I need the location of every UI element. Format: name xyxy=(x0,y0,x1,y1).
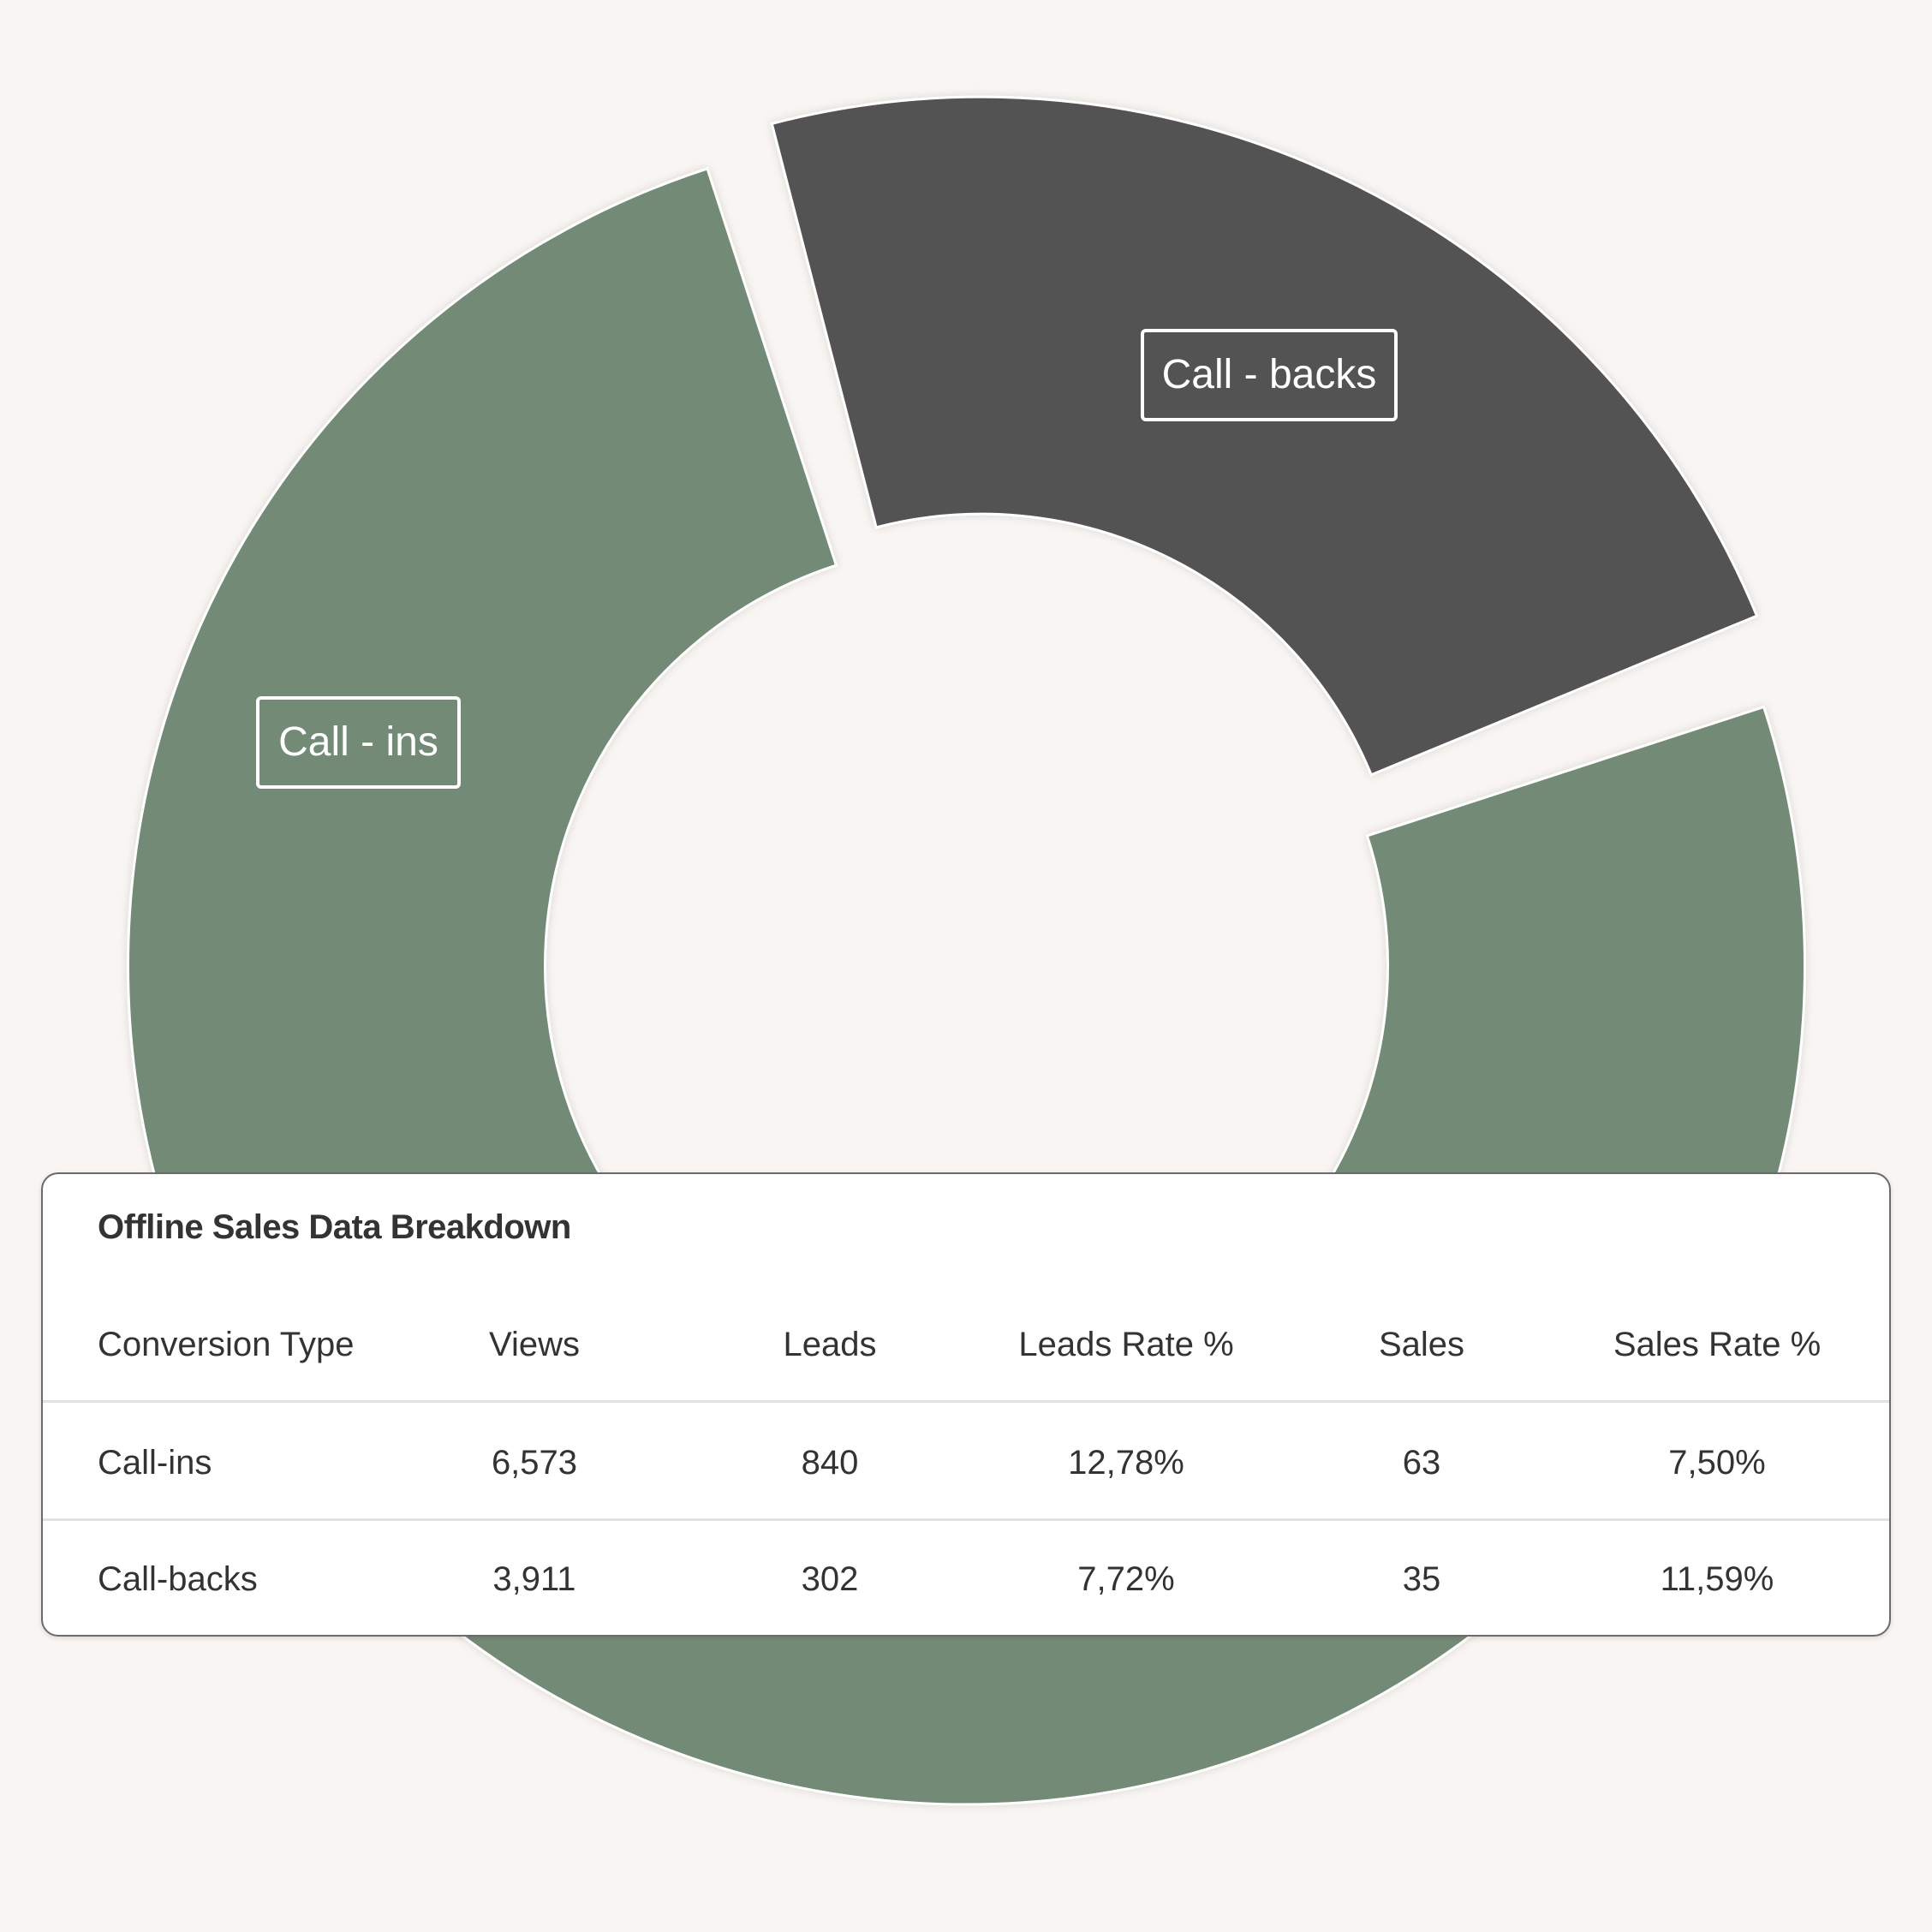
call-ins-label: Call - ins xyxy=(256,696,461,789)
cell-leads: 840 xyxy=(801,1444,859,1482)
header-sales: Sales xyxy=(1378,1326,1465,1363)
cell-sales-rate: 11,59% xyxy=(1660,1560,1774,1598)
cell-views: 6,573 xyxy=(491,1444,578,1482)
cell-sales: 35 xyxy=(1402,1560,1441,1598)
call-backs-label: Call - backs xyxy=(1141,329,1398,421)
cell-conversion-type: Call-ins xyxy=(98,1444,212,1482)
header-leads: Leads xyxy=(783,1326,877,1363)
header-leads-rate: Leads Rate % xyxy=(1018,1326,1234,1363)
cell-conversion-type: Call-backs xyxy=(98,1560,258,1598)
cell-sales-rate: 7,50% xyxy=(1668,1444,1766,1482)
header-views: Views xyxy=(489,1326,580,1363)
table-row: Call-ins 6,573 840 12,78% 63 7,50% xyxy=(43,1405,1889,1521)
cell-sales: 63 xyxy=(1402,1444,1441,1482)
table-header-row: Conversion Type Views Leads Leads Rate %… xyxy=(43,1287,1889,1403)
header-conversion-type: Conversion Type xyxy=(98,1326,355,1363)
cell-leads-rate: 12,78% xyxy=(1068,1444,1184,1482)
header-sales-rate: Sales Rate % xyxy=(1613,1326,1822,1363)
slice-call-backs[interactable] xyxy=(770,95,1759,777)
table-title: Offline Sales Data Breakdown xyxy=(98,1208,571,1246)
cell-views: 3,911 xyxy=(492,1560,576,1598)
cell-leads-rate: 7,72% xyxy=(1077,1560,1175,1598)
table-row: Call-backs 3,911 302 7,72% 35 11,59% xyxy=(43,1522,1889,1635)
data-table-card: Offline Sales Data Breakdown Conversion … xyxy=(41,1172,1891,1637)
cell-leads: 302 xyxy=(801,1560,859,1598)
